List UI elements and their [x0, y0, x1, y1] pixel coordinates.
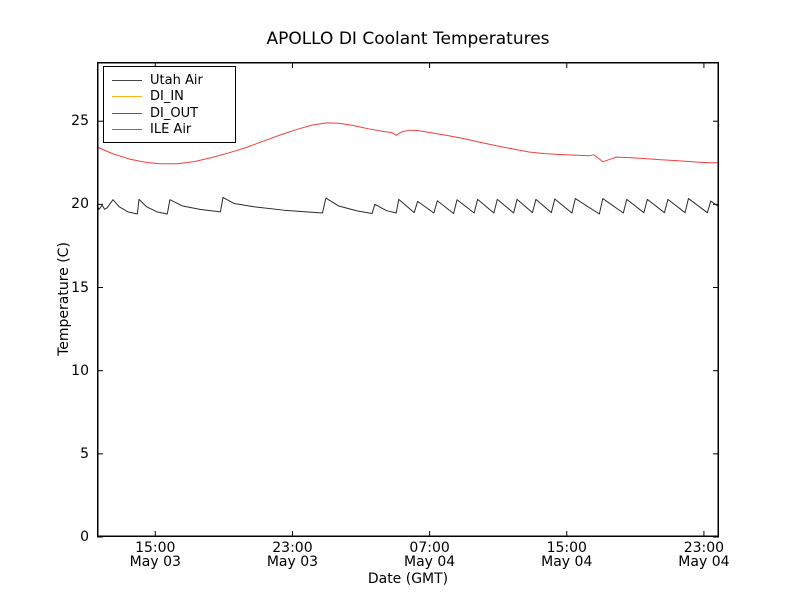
- legend-line-sample: [112, 112, 142, 114]
- y-tick-label: 10: [71, 362, 89, 379]
- legend-entry-di-in: DI_IN: [104, 89, 235, 106]
- legend-label: Utah Air: [150, 72, 203, 88]
- legend-entry-utah-air: Utah Air: [104, 72, 235, 89]
- legend-label: DI_OUT: [150, 105, 199, 121]
- y-axis-label: Temperature (C): [56, 242, 72, 356]
- x-tick-label: 15:00 May 03: [110, 541, 200, 569]
- x-tick-label: 23:00 May 04: [659, 541, 749, 569]
- x-tick-date: May 03: [266, 554, 319, 570]
- y-tick-label: 15: [71, 279, 89, 296]
- x-tick-date: May 04: [403, 554, 456, 570]
- legend-label: DI_IN: [150, 89, 184, 105]
- x-tick-time: 07:00: [409, 540, 450, 556]
- series-line-ile-air: [96, 122, 719, 165]
- legend-line-sample: [112, 96, 142, 98]
- series-line-utah-air: [96, 196, 720, 215]
- legend-entry-ile-air: ILE Air: [104, 122, 235, 139]
- x-tick-time: 23:00: [683, 540, 725, 556]
- x-tick-date: May 04: [678, 554, 730, 570]
- y-tick-label: 20: [71, 196, 89, 213]
- x-tick-time: 15:00: [135, 540, 176, 556]
- chart-title: APOLLO DI Coolant Temperatures: [266, 29, 550, 49]
- x-tick-label: 23:00 May 03: [247, 541, 337, 569]
- plot-canvas: [96, 62, 720, 538]
- plot-area: Utah Air DI_IN DI_OUT ILE Air: [96, 62, 720, 538]
- y-tick-label: 0: [80, 529, 89, 545]
- x-tick-time: 15:00: [546, 540, 587, 556]
- x-axis-label: Date (GMT): [367, 571, 449, 587]
- y-tick-label: 5: [80, 445, 89, 462]
- x-tick-label: 07:00 May 04: [385, 541, 475, 569]
- y-tick-label: 25: [71, 113, 89, 130]
- legend-label: ILE Air: [150, 122, 192, 138]
- x-tick-date: May 04: [541, 554, 593, 570]
- legend-line-sample: [112, 129, 142, 131]
- legend-line-sample: [112, 79, 142, 81]
- legend-entry-di-out: DI_OUT: [104, 105, 235, 122]
- axes-frame: [97, 62, 719, 537]
- x-tick-time: 23:00: [272, 540, 313, 556]
- legend: Utah Air DI_IN DI_OUT ILE Air: [103, 66, 236, 143]
- x-tick-date: May 03: [129, 554, 181, 570]
- x-tick-label: 15:00 May 04: [522, 541, 612, 569]
